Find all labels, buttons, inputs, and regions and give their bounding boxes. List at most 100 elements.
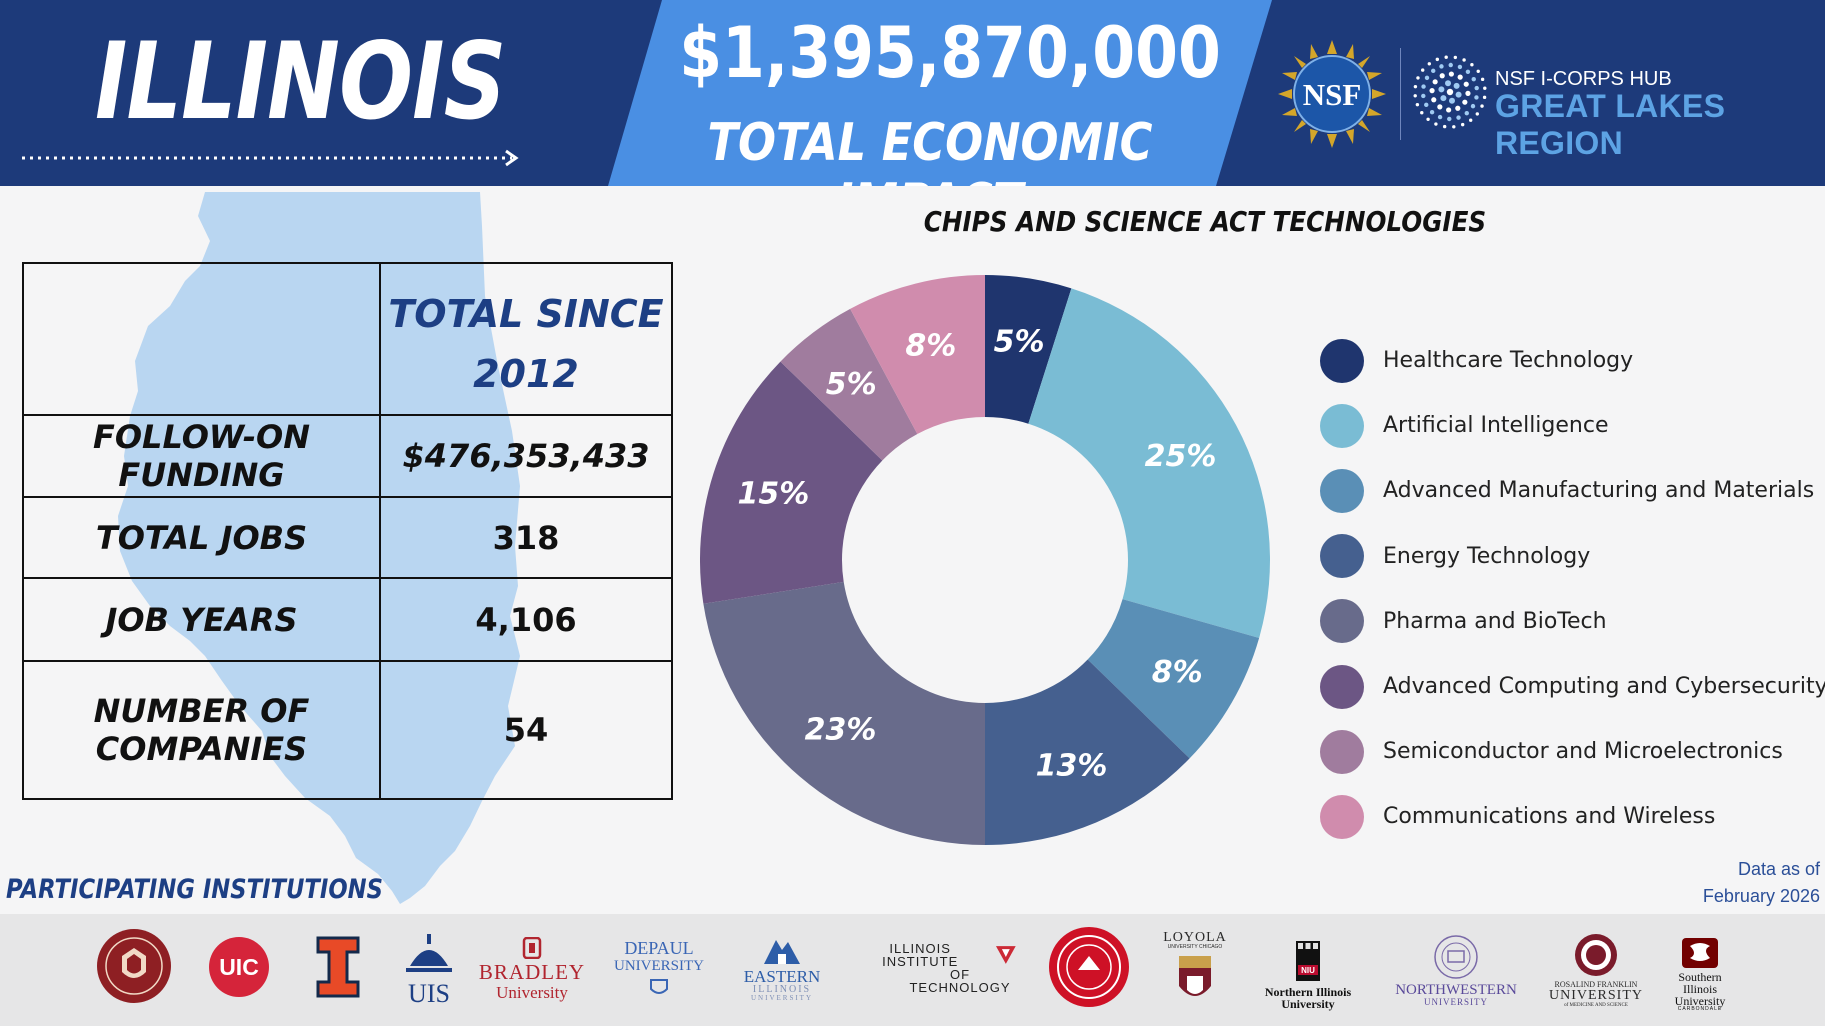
hub-logo-dot	[1413, 84, 1418, 89]
legend-label: Semiconductor and Microelectronics	[1383, 739, 1783, 765]
row-value-follow-on-funding: $476,353,433	[402, 437, 650, 475]
hub-logo-dot	[1474, 85, 1479, 91]
hub-logo-dot	[1446, 107, 1452, 113]
hub-logo-dot	[1455, 105, 1461, 111]
table-row-divider	[24, 414, 671, 416]
legend-swatch	[1320, 534, 1364, 579]
legend-item: Pharma and BioTech	[1320, 589, 1820, 654]
hub-logo-dot	[1437, 104, 1443, 110]
hub-logo-dot	[1429, 88, 1435, 94]
column-header-line2: 2012	[473, 352, 579, 396]
donut-slice-label-4: 23%	[805, 713, 877, 748]
legend-swatch	[1320, 338, 1364, 383]
rosalind-franklin-university-logo: ROSALIND FRANKLIN UNIVERSITY of MEDICINE…	[1549, 928, 1643, 1012]
column-header-line1: TOTAL SINCE	[388, 292, 664, 336]
hub-logo-dot	[1471, 76, 1476, 82]
hub-logo-dot	[1413, 94, 1417, 98]
data-as-of-line1: Data as of	[1737, 859, 1820, 879]
table-row-divider	[24, 577, 671, 579]
hub-logo-dot	[1448, 71, 1454, 77]
hub-logo-dot	[1452, 125, 1456, 129]
northwestern-logo-line2: UNIVERSITY	[1424, 996, 1488, 1007]
donut-slice-label-0: 5%	[994, 325, 1045, 360]
hub-logo-dot	[1434, 122, 1438, 126]
hub-logo-dot	[1463, 81, 1469, 87]
hub-logo-dot	[1445, 80, 1452, 87]
hub-logo-dot	[1438, 86, 1445, 93]
eastern-logo-line2: ILLINOIS	[752, 984, 812, 995]
legend-label: Pharma and BioTech	[1383, 608, 1607, 634]
donut-slice-4	[703, 581, 985, 845]
icorps-dots-logo	[1413, 55, 1487, 129]
uchicago-seal-logo	[96, 928, 172, 1004]
iit-logo-line1: ILLINOIS INSTITUTE	[882, 941, 959, 969]
uic-logo-text: UIC	[219, 954, 259, 980]
uis-logo: UIS	[400, 928, 458, 1008]
header-accent-band	[608, 0, 1272, 186]
data-as-of-line2: February 2026	[1702, 886, 1820, 906]
table-column-divider	[379, 264, 381, 798]
data-as-of-note: Data as of February 2026	[1660, 856, 1820, 910]
legend-item: Advanced Computing and Cybersecurity	[1320, 654, 1825, 719]
dotted-arrow-icon	[22, 149, 519, 167]
legend-swatch	[1320, 664, 1364, 709]
hub-logo-dot	[1439, 73, 1445, 79]
eastern-logo-line1: EASTERN	[743, 967, 821, 986]
nsf-logo: NSF	[1278, 40, 1386, 148]
loyola-logo-line1: LOYOLA	[1163, 929, 1227, 945]
table-row-divider	[24, 660, 671, 662]
donut-slice-3	[985, 659, 1190, 845]
legend-item: Semiconductor and Microelectronics	[1320, 719, 1820, 784]
rosalind-logo-line3: of MEDICINE AND SCIENCE	[1564, 1003, 1628, 1008]
row-value-number-of-companies: 54	[503, 711, 549, 749]
hub-logo-dot	[1435, 57, 1440, 62]
donut-slice-label-1: 25%	[1145, 439, 1217, 474]
northwestern-logo-line1: NORTHWESTERN	[1395, 981, 1517, 998]
legend-swatch	[1320, 403, 1364, 448]
hub-logo-dot	[1470, 63, 1474, 67]
illinois-tech-logo: ILLINOIS INSTITUTE OF TECHNOLOGY	[850, 942, 1018, 994]
rosalind-logo-line2: UNIVERSITY	[1549, 988, 1643, 1003]
hub-logo-dot	[1457, 64, 1463, 70]
legend-swatch	[1320, 729, 1364, 774]
hub-logo-dot	[1462, 99, 1468, 105]
donut-slice-label-3: 13%	[1036, 748, 1108, 783]
donut-slice-1	[1028, 288, 1270, 638]
row-label-follow-on-funding: FOLLOW-ON FUNDING	[92, 418, 311, 494]
hub-logo-dot	[1455, 91, 1462, 98]
niu-logo-line2: University	[1281, 996, 1335, 1011]
hub-logo-dot	[1453, 55, 1458, 60]
legend-label: Energy Technology	[1383, 543, 1591, 569]
legend-label: Communications and Wireless	[1383, 804, 1716, 830]
eastern-illinois-university-logo: EASTERN ILLINOIS UNIVERSITY	[734, 930, 830, 1008]
depaul-university-logo: DEPAUL UNIVERSITY	[608, 934, 710, 1002]
donut-slice-0	[985, 275, 1072, 424]
hub-logo-dot	[1444, 55, 1448, 59]
institution-logos-bar: UIC UIS BRADLEY University DEPAUL UNIVER…	[0, 914, 1825, 1026]
depaul-logo-line1: DEPAUL	[624, 937, 694, 958]
hub-logo-dot	[1465, 90, 1471, 96]
donut-slice-label-2: 8%	[1152, 655, 1203, 690]
hub-logo-dot	[1483, 86, 1487, 90]
hub-logo-dot	[1453, 82, 1460, 89]
hub-logo-dot	[1431, 97, 1437, 103]
hub-logo-dot	[1439, 64, 1444, 69]
legend-label: Artificial Intelligence	[1383, 413, 1609, 439]
header-banner: ILLINOIS $1,395,870,000 TOTAL ECONOMIC I…	[0, 0, 1825, 233]
hub-name-small: NSF I-CORPS HUB	[1495, 68, 1672, 90]
hub-logo-dot	[1456, 115, 1461, 120]
siu-logo-line3: University	[1674, 994, 1726, 1008]
stats-table: TOTAL SINCE 2012 FOLLOW-ON FUNDING $476,…	[22, 262, 673, 800]
nsf-logo-text: NSF	[1303, 77, 1362, 112]
total-impact-amount: $1,395,870,000	[679, 12, 1221, 94]
donut-slice-label-7: 8%	[905, 329, 956, 364]
hub-logo-dot	[1462, 58, 1466, 62]
uic-logo: UIC	[208, 936, 270, 998]
hub-logo-dot	[1421, 68, 1425, 72]
southern-illinois-university-logo: Southern Illinois University CARBONDALE	[1664, 932, 1736, 1016]
hub-logo-dot	[1442, 124, 1447, 129]
donut-slice-label-6: 5%	[826, 367, 877, 402]
hub-logo-dot	[1437, 114, 1443, 120]
legend-item: Healthcare Technology	[1320, 328, 1820, 393]
rosalind-logo-line1: ROSALIND FRANKLIN	[1554, 980, 1638, 989]
